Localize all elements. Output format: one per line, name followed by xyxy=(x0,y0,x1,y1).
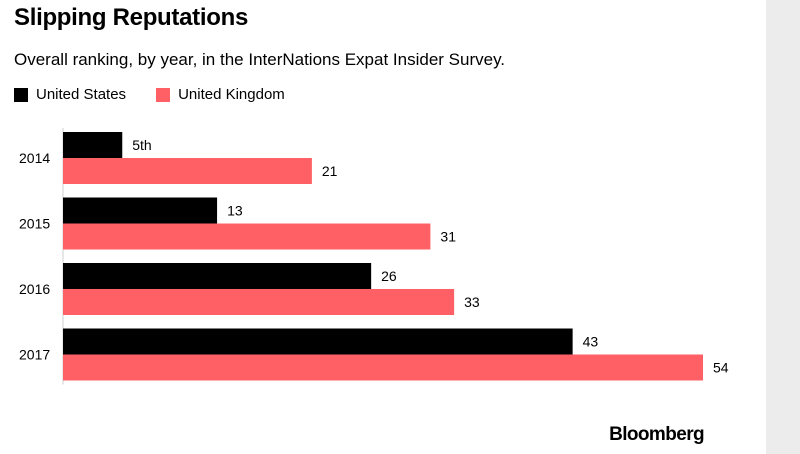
y-tick-label-2017: 2017 xyxy=(19,347,50,363)
legend-swatch-us xyxy=(14,87,28,102)
data-label-uk-2016: 33 xyxy=(464,294,480,310)
data-label-us-2015: 13 xyxy=(227,203,243,219)
data-label-uk-2014: 21 xyxy=(322,163,338,179)
chart-subtitle: Overall ranking, by year, in the InterNa… xyxy=(14,50,506,69)
chart-title: Slipping Reputations xyxy=(14,4,248,31)
bar-us-2016 xyxy=(63,263,372,289)
y-tick-label-2016: 2016 xyxy=(19,281,50,297)
bar-us-2014 xyxy=(63,132,123,158)
bar-uk-2016 xyxy=(63,289,455,315)
side-margin xyxy=(766,0,800,454)
bar-uk-2014 xyxy=(63,158,312,184)
legend-item-us: United States xyxy=(14,86,126,103)
bar-us-2015 xyxy=(63,197,218,224)
bloomberg-logo: Bloomberg xyxy=(609,424,704,445)
data-label-us-2016: 26 xyxy=(381,268,397,284)
data-label-uk-2017: 54 xyxy=(713,360,729,376)
legend-swatch-uk xyxy=(156,87,171,102)
data-label-us-2017: 43 xyxy=(583,334,599,350)
bar-uk-2017 xyxy=(63,354,703,381)
chart-card: Slipping Reputations Overall ranking, by… xyxy=(14,4,729,445)
bar-uk-2015 xyxy=(63,223,431,250)
legend: United States United Kingdom xyxy=(14,86,315,103)
y-tick-label-2014: 2014 xyxy=(19,150,50,166)
bar-us-2017 xyxy=(63,328,573,355)
bar-chart: 2014 5th 21 2015 13 31 2016 26 33 2017 43 54 xyxy=(19,128,729,385)
legend-label-uk: United Kingdom xyxy=(178,86,285,103)
data-label-uk-2015: 31 xyxy=(440,229,456,245)
y-tick-label-2015: 2015 xyxy=(19,216,50,232)
data-label-us-2014: 5th xyxy=(132,137,151,153)
legend-label-us: United States xyxy=(36,86,127,103)
legend-item-uk: United Kingdom xyxy=(156,86,285,103)
